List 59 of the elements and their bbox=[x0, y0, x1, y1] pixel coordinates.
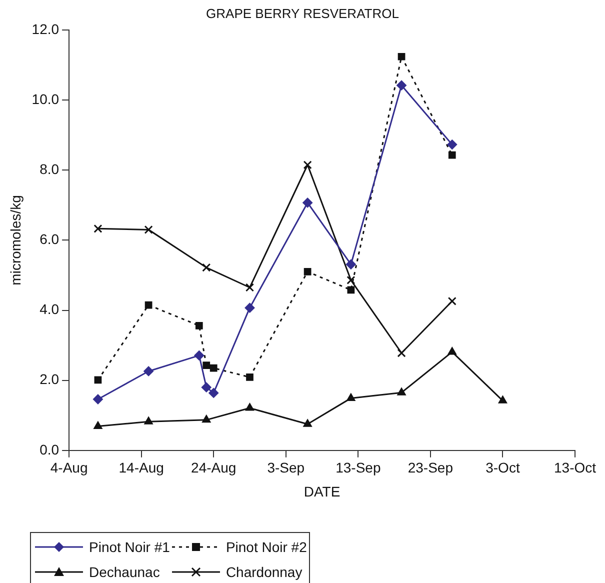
y-tick-label: 0.0 bbox=[40, 441, 60, 458]
point bbox=[94, 376, 102, 384]
point bbox=[246, 374, 254, 381]
point bbox=[346, 393, 356, 401]
point bbox=[448, 151, 456, 159]
point bbox=[202, 414, 211, 423]
y-tick-label: 8.0 bbox=[40, 160, 60, 177]
y-axis-title: micromoles/kg bbox=[7, 195, 24, 286]
point bbox=[194, 350, 204, 360]
legend-label: Pinot Noir #2 bbox=[226, 538, 307, 554]
point bbox=[245, 283, 254, 292]
point bbox=[448, 296, 456, 306]
point bbox=[398, 52, 406, 60]
point bbox=[94, 224, 102, 233]
x-axis-title: DATE bbox=[304, 483, 340, 500]
point bbox=[303, 160, 312, 170]
point bbox=[245, 403, 254, 411]
point bbox=[144, 301, 152, 309]
point bbox=[144, 416, 153, 424]
y-tick-label: 12.0 bbox=[32, 20, 60, 37]
legend-label: Pinot Noir #1 bbox=[89, 538, 170, 554]
legend-label: Dechaunac bbox=[89, 564, 160, 580]
point bbox=[397, 348, 406, 358]
point bbox=[195, 322, 203, 330]
point bbox=[210, 364, 218, 372]
x-tick-label: 3-Sep bbox=[267, 460, 305, 476]
y-tick-label: 10.0 bbox=[32, 90, 60, 107]
point bbox=[498, 396, 508, 404]
y-tick-label: 6.0 bbox=[40, 231, 60, 248]
point bbox=[92, 394, 103, 404]
y-tick-label: 4.0 bbox=[40, 301, 60, 318]
point bbox=[303, 419, 312, 427]
point bbox=[94, 421, 102, 429]
x-tick-label: 13-Oct bbox=[554, 460, 596, 476]
point bbox=[302, 198, 313, 208]
point bbox=[144, 366, 154, 376]
x-tick-label: 4-Aug bbox=[50, 460, 88, 476]
x-tick-label: 23-Sep bbox=[408, 460, 454, 476]
point bbox=[304, 268, 312, 276]
point bbox=[201, 382, 212, 392]
point bbox=[397, 388, 406, 396]
point bbox=[208, 388, 219, 398]
point bbox=[448, 346, 457, 355]
point bbox=[144, 225, 153, 234]
point bbox=[202, 362, 210, 369]
point bbox=[346, 259, 356, 270]
x-tick-label: 24-Aug bbox=[191, 460, 236, 476]
legend-label: Chardonnay bbox=[226, 564, 302, 580]
point bbox=[396, 80, 407, 90]
x-tick-label: 13-Sep bbox=[336, 460, 381, 476]
point bbox=[347, 286, 355, 294]
point bbox=[346, 276, 356, 284]
x-tick-label: 3-Oct bbox=[486, 460, 520, 476]
point bbox=[202, 263, 211, 272]
chart-title: GRAPE BERRY RESVERATROL bbox=[205, 6, 400, 21]
point bbox=[244, 302, 255, 313]
x-tick-label: 14-Aug bbox=[118, 460, 164, 476]
point bbox=[447, 140, 458, 150]
y-tick-label: 2.0 bbox=[40, 371, 60, 388]
